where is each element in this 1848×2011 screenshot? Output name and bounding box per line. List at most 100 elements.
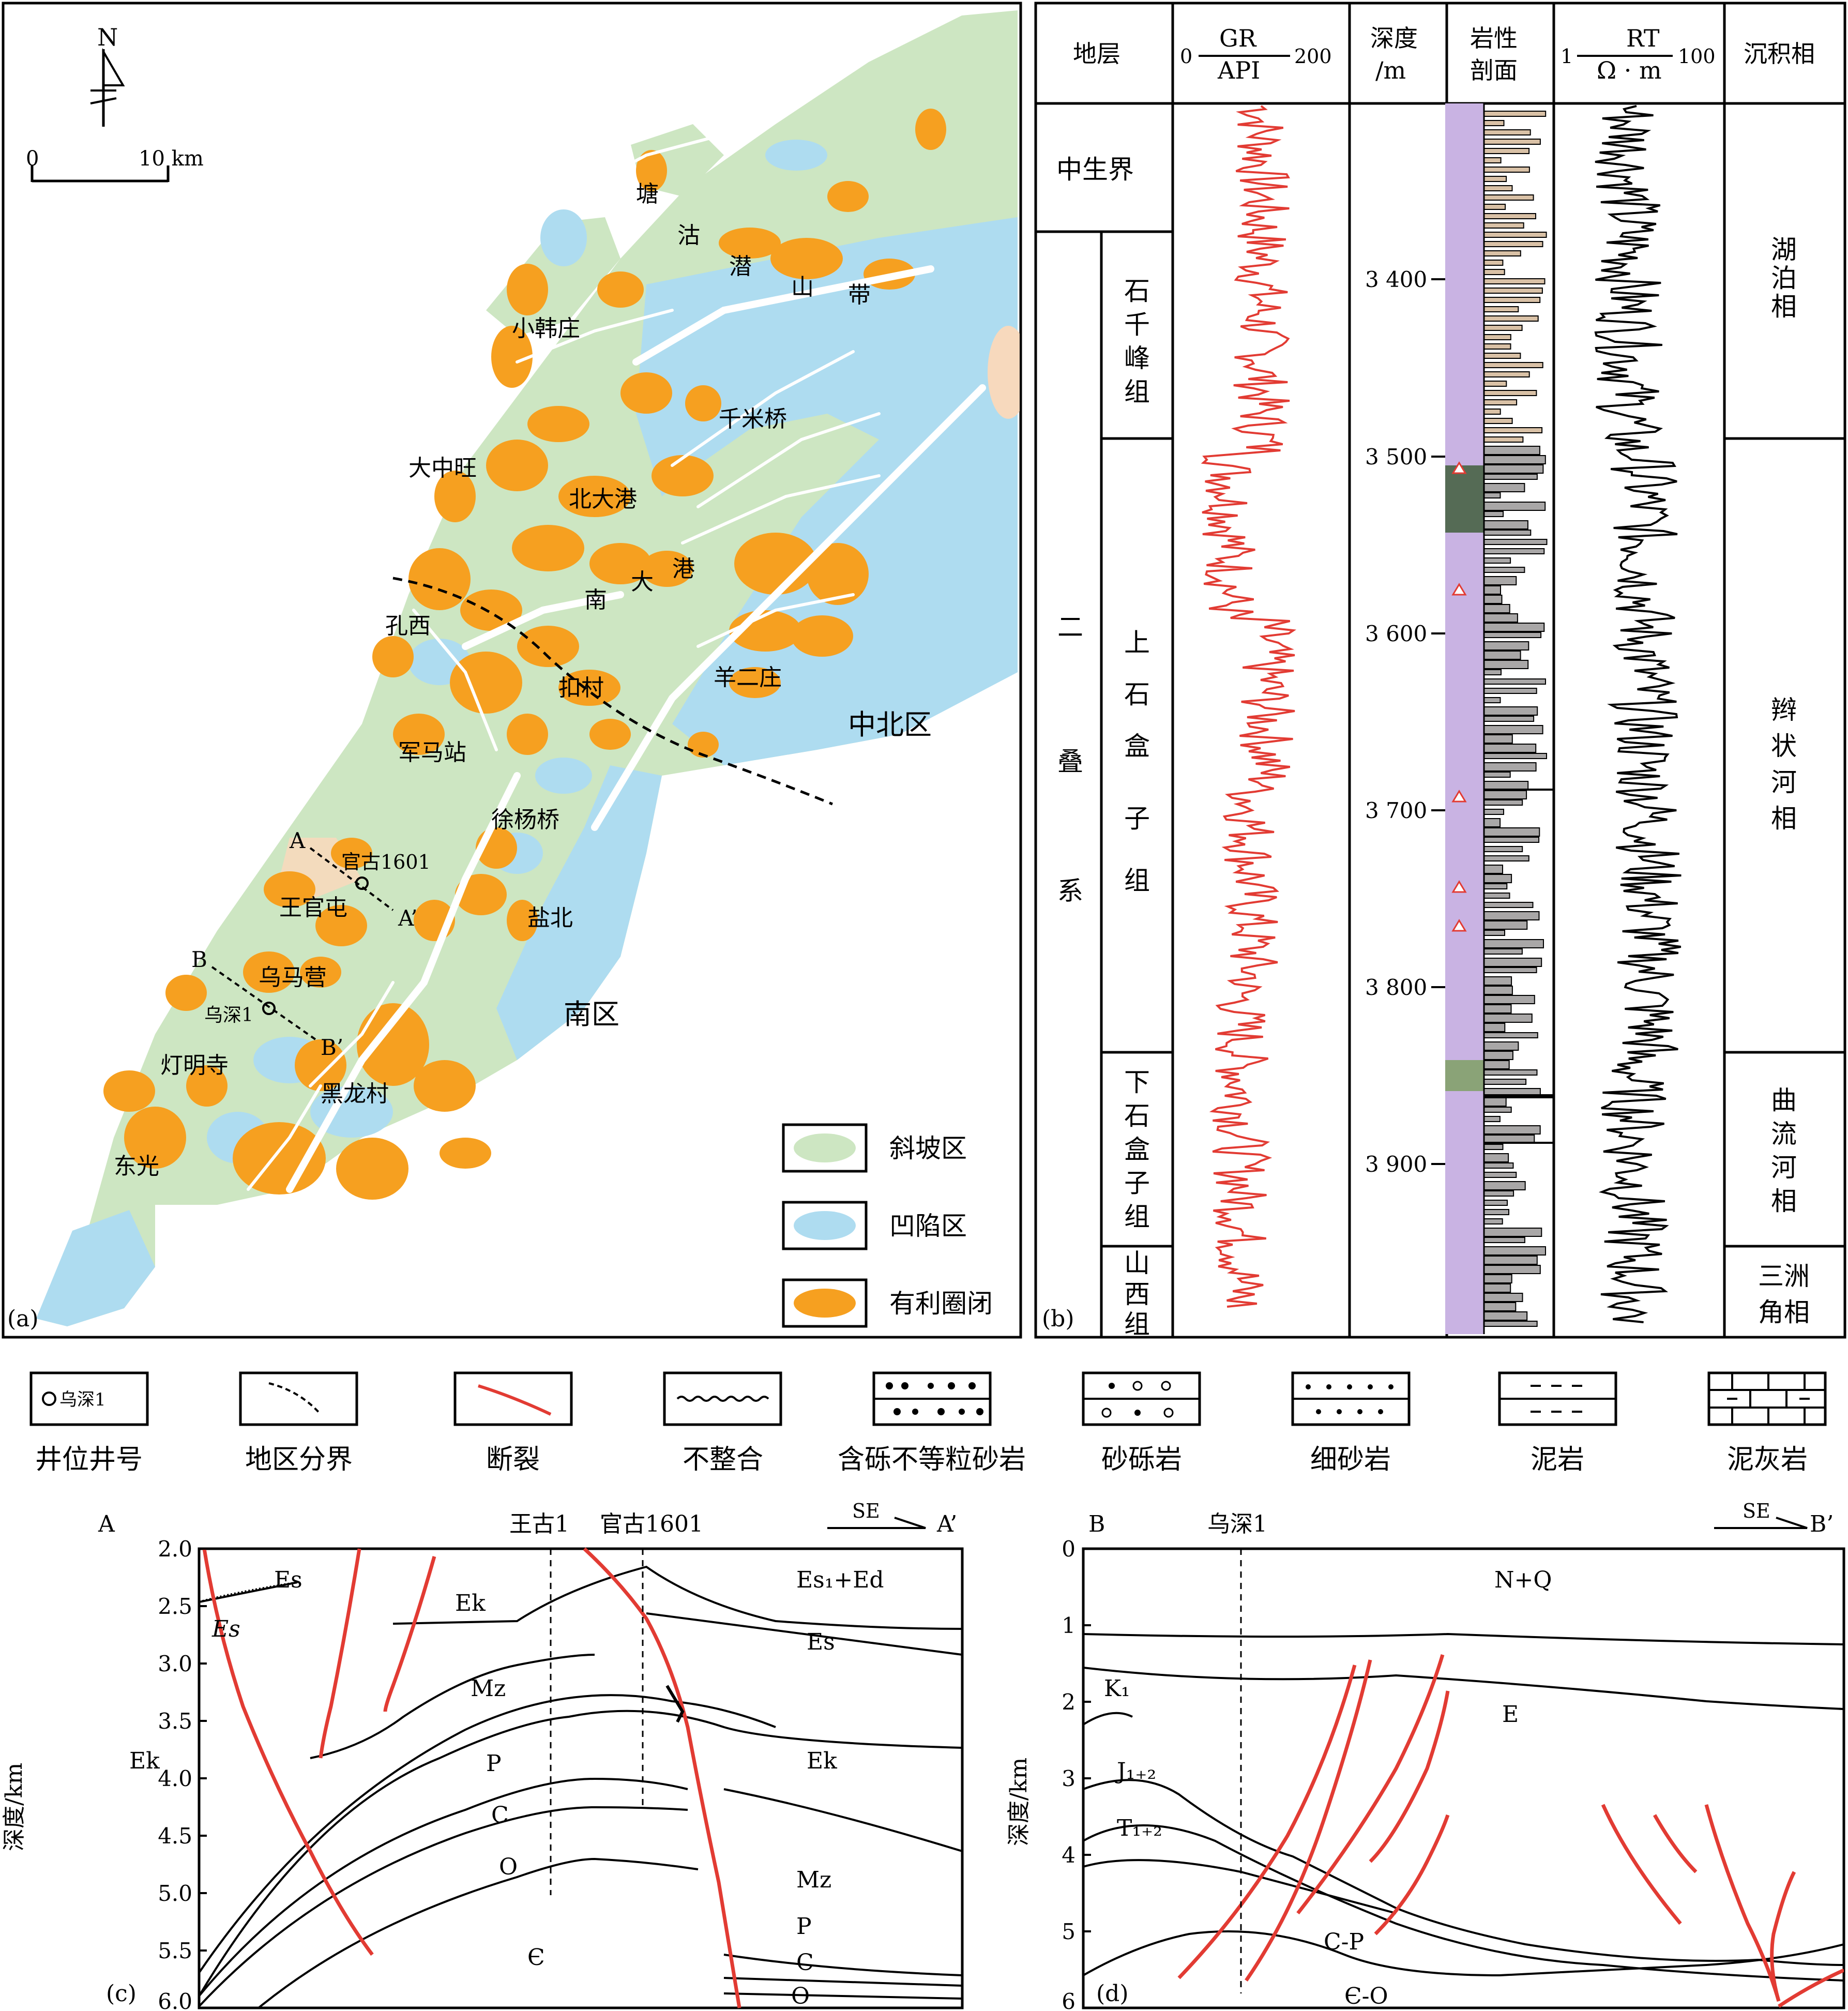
place-zhongbeiqu: 中北区 (848, 708, 932, 741)
unconformity-icon (676, 1396, 769, 1402)
fm4-c1: 山 (1124, 1248, 1150, 1278)
legend-fine-sandstone: 细砂岩 (1310, 1444, 1391, 1475)
header-litho-1: 岩性 (1470, 24, 1518, 52)
fm2-c2: 石 (1124, 679, 1150, 709)
place-dengmingsi: 灯明寺 (160, 1052, 229, 1079)
place-yanbei: 盐北 (527, 905, 573, 931)
litho-bar (1483, 371, 1530, 377)
litho-bar (1483, 1041, 1519, 1051)
litho-bar (1483, 1051, 1513, 1060)
pebbly-sandstone-icon (874, 1382, 990, 1415)
litho-bar (1483, 911, 1540, 920)
facies3-c3: 河 (1771, 1153, 1797, 1183)
litho-bar (1483, 1107, 1512, 1113)
litho-bar (1483, 446, 1540, 455)
litho-bar (1483, 585, 1501, 595)
unit-c-ek-right: Ek (807, 1748, 837, 1774)
litho-bar (1483, 399, 1518, 405)
section-line-a (309, 847, 394, 911)
d-direction: SE (1743, 1500, 1770, 1522)
d-ytick-4: 4 (1062, 1842, 1076, 1868)
place-qian: 潜 (729, 253, 752, 280)
unit-c-cambrian: Є (527, 1944, 545, 1971)
place-wangguantun: 王官屯 (279, 895, 347, 921)
facies1-c2: 泊 (1771, 263, 1797, 293)
litho-bar (1483, 1032, 1538, 1038)
litho-bar (1483, 1069, 1538, 1076)
place-gang: 港 (672, 556, 695, 582)
boundary-dash-icon (268, 1382, 322, 1415)
header-gr-min: 0 (1180, 45, 1192, 68)
d-ytick-2: 2 (1062, 1689, 1076, 1715)
place-dazhongwang: 大中旺 (408, 455, 477, 481)
litho-bar (1483, 325, 1523, 331)
litho-bar (1483, 250, 1521, 256)
litho-bar (1483, 1079, 1527, 1085)
litho-bar (1483, 986, 1513, 995)
place-dai: 带 (848, 282, 871, 308)
legend-well: 井位井号 (35, 1444, 143, 1475)
north-arrow-icon (90, 48, 125, 127)
litho-bar (1483, 222, 1524, 229)
header-depth-2: /m (1375, 56, 1406, 84)
unit-c-es-right: Es (807, 1629, 835, 1655)
litho-bar (1483, 893, 1510, 899)
litho-bar (1483, 753, 1547, 759)
litho-bar (1483, 362, 1543, 368)
fine-sandstone-icon (1293, 1384, 1409, 1414)
header-strata: 地层 (1073, 40, 1120, 68)
litho-bar (1483, 111, 1547, 117)
place-gu: 沽 (677, 222, 700, 249)
litho-bar (1483, 865, 1503, 874)
facies4-l1: 三洲 (1758, 1261, 1810, 1291)
unit-c-es-left: Es (211, 1616, 240, 1642)
section-b-start: B (191, 947, 207, 972)
litho-bar (1483, 930, 1505, 936)
place-qianmiqiao: 千米桥 (719, 406, 787, 432)
litho-bar (1483, 1218, 1503, 1224)
litho-bar (1483, 1293, 1523, 1302)
litho-bar (1483, 948, 1523, 955)
legend-pebbly-sandstone: 含砾不等粒砂岩 (838, 1444, 1026, 1475)
litho-bar (1483, 1004, 1512, 1014)
section-line-b (211, 966, 316, 1040)
litho-bar (1483, 623, 1545, 632)
litho-bar (1483, 343, 1511, 350)
litho-bar (1483, 939, 1544, 948)
depth-tick-3600: 3 600 (1365, 621, 1427, 646)
litho-bar (1483, 1228, 1542, 1237)
unit-c-p-right: P (796, 1913, 812, 1940)
litho-bar (1483, 306, 1519, 312)
depth-tick-3800: 3 800 (1365, 975, 1427, 1000)
unit-c-mz: Mz (471, 1675, 506, 1702)
c-end-label: A’ (936, 1511, 957, 1537)
header-rt-min: 1 (1561, 45, 1573, 68)
c-ytick-2: 3.0 (158, 1651, 192, 1676)
place-wushen1: 乌深1 (204, 1005, 253, 1026)
litho-bar (1483, 530, 1532, 536)
litho-bar (1483, 818, 1501, 827)
litho-bar (1483, 353, 1521, 359)
c-ytick-3: 3.5 (158, 1708, 192, 1734)
litho-bar (1483, 185, 1513, 191)
litho-bar (1483, 641, 1529, 651)
litho-bar (1483, 288, 1543, 294)
litho-bar (1483, 837, 1540, 843)
litho-bar (1483, 418, 1513, 424)
litho-bar (1483, 902, 1534, 908)
depth-tick-3500: 3 500 (1365, 444, 1427, 470)
litho-bar (1483, 1014, 1533, 1023)
legend-boundary: 地区分界 (245, 1444, 353, 1475)
section-a-start: A (289, 828, 306, 853)
place-xiaohanzhuang: 小韩庄 (512, 315, 580, 342)
fm1-c3: 峰 (1124, 343, 1150, 373)
fm3-c4: 子 (1124, 1168, 1150, 1198)
panel-a-label: (a) (7, 1306, 39, 1332)
litho-bar (1483, 1181, 1526, 1190)
legend-slope: 斜坡区 (889, 1133, 967, 1163)
legend-row: 乌深1 井 (29, 1371, 1827, 1475)
litho-bar (1483, 390, 1537, 396)
facies2-c2: 状 (1771, 731, 1797, 761)
header-rt: RT (1626, 24, 1660, 52)
